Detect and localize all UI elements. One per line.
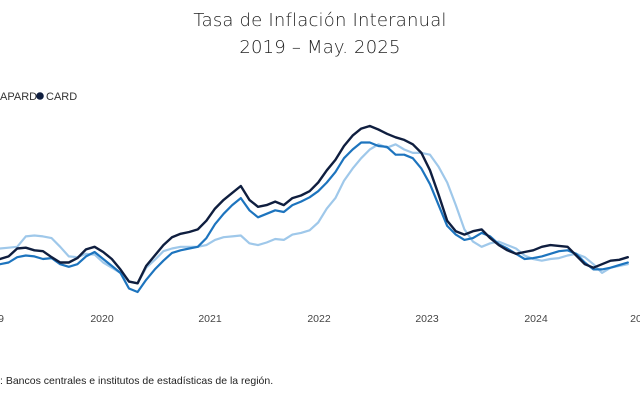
x-tick-label: 2022 — [307, 313, 331, 325]
x-axis-ticks: 9 2020 2021 2022 2023 2024 20 — [0, 313, 640, 325]
source-note: : Bancos centrales e institutos de estad… — [0, 375, 274, 387]
x-tick-label: 2021 — [198, 313, 222, 325]
chart-subtitle: 2019 – May. 2025 — [239, 37, 401, 58]
x-tick-label: 2024 — [524, 313, 548, 325]
legend-marker-card — [36, 92, 44, 100]
series-line-card — [0, 124, 629, 285]
legend-label-apard: APARD — [0, 91, 37, 103]
chart-title: Tasa de Inflación Interanual — [193, 10, 447, 31]
legend: APARD CARD — [0, 91, 77, 103]
x-tick-label: 2020 — [90, 313, 114, 325]
x-tick-label: 9 — [0, 313, 4, 325]
series-layer — [0, 124, 629, 294]
x-tick-label: 20 — [630, 313, 640, 325]
x-tick-label: 2023 — [415, 313, 439, 325]
series-line-series-1 — [0, 143, 629, 285]
series-line-series-2 — [0, 141, 629, 294]
inflation-line-chart: APARD CARD 9 2020 2021 2022 2023 2024 20 — [0, 91, 640, 325]
legend-label-card: CARD — [46, 91, 77, 103]
